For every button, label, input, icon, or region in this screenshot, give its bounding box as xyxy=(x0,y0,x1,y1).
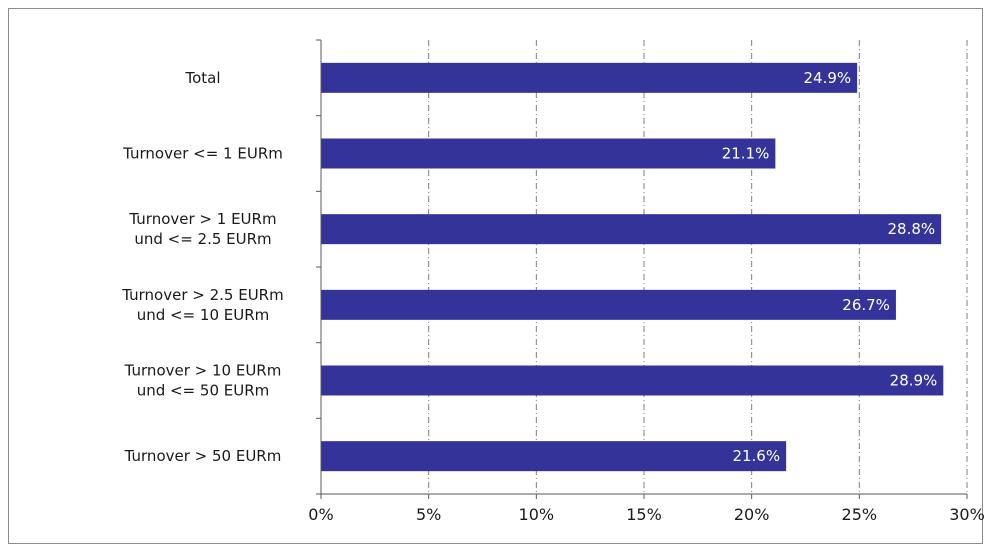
category-label-4: Turnover > 10 EURm und <= 50 EURm xyxy=(124,362,282,400)
bar-5 xyxy=(321,441,787,472)
x-tick-label-30: 30% xyxy=(949,505,985,524)
data-label-0: 24.9% xyxy=(804,69,852,87)
bar-3 xyxy=(321,289,896,320)
bar-1 xyxy=(321,138,776,169)
bars xyxy=(321,62,944,472)
bar-4 xyxy=(321,365,944,396)
axes xyxy=(316,39,968,499)
category-label-2: Turnover > 1 EURm und <= 2.5 EURm xyxy=(128,210,276,248)
data-label-4: 28.9% xyxy=(890,372,938,390)
category-label-0: Total xyxy=(184,69,220,87)
data-label-2: 28.8% xyxy=(888,220,936,238)
category-label-5: Turnover > 50 EURm xyxy=(124,447,282,465)
data-label-5: 21.6% xyxy=(732,447,780,465)
data-label-3: 26.7% xyxy=(842,296,890,314)
grid-lines xyxy=(428,40,968,494)
bar-0 xyxy=(321,62,858,93)
bar-2 xyxy=(321,214,942,245)
category-label-3: Turnover > 2.5 EURm und <= 10 EURm xyxy=(121,286,283,324)
x-tick-label-10: 10% xyxy=(519,505,555,524)
x-tick-label-0: 0% xyxy=(308,505,333,524)
x-tick-label-5: 5% xyxy=(416,505,441,524)
category-label-1: Turnover <= 1 EURm xyxy=(122,145,283,163)
data-label-1: 21.1% xyxy=(722,145,770,163)
x-tick-label-25: 25% xyxy=(842,505,878,524)
x-tick-label-20: 20% xyxy=(734,505,770,524)
labels: 24.9% 21.1% 28.8% 26.7% 28.9% 21.6% 0% 5% 10% 15%… xyxy=(121,69,985,524)
x-tick-label-15: 15% xyxy=(626,505,662,524)
